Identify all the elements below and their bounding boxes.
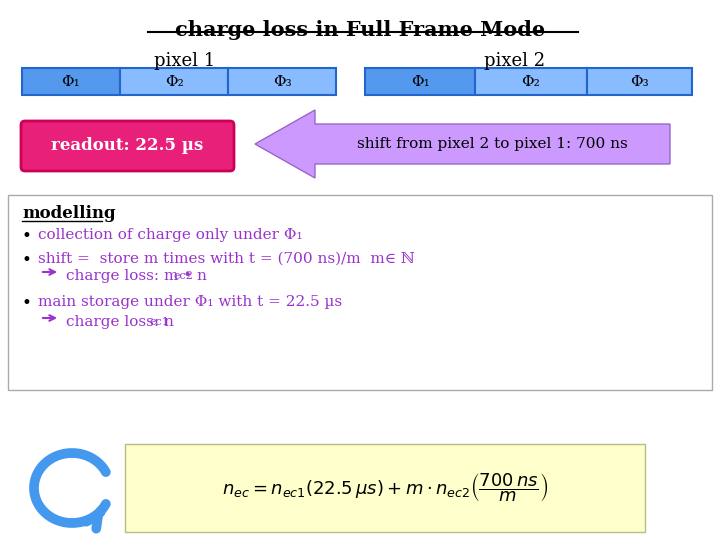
FancyBboxPatch shape: [365, 68, 475, 95]
Text: Φ₁: Φ₁: [410, 75, 429, 89]
Text: Φ₃: Φ₃: [273, 75, 292, 89]
FancyBboxPatch shape: [8, 195, 712, 390]
Text: ec1: ec1: [149, 317, 169, 327]
Text: charge loss: m • n: charge loss: m • n: [66, 269, 207, 283]
Text: modelling: modelling: [22, 205, 116, 222]
Text: •: •: [22, 228, 32, 245]
Text: collection of charge only under Φ₁: collection of charge only under Φ₁: [38, 228, 302, 242]
FancyBboxPatch shape: [120, 68, 228, 95]
FancyBboxPatch shape: [228, 68, 336, 95]
Text: Φ₂: Φ₂: [165, 75, 184, 89]
Text: Φ₃: Φ₃: [630, 75, 649, 89]
Text: readout: 22.5 µs: readout: 22.5 µs: [51, 138, 203, 154]
Text: Φ₁: Φ₁: [62, 75, 81, 89]
Polygon shape: [255, 110, 670, 178]
Text: shift from pixel 2 to pixel 1: 700 ns: shift from pixel 2 to pixel 1: 700 ns: [357, 137, 628, 151]
FancyBboxPatch shape: [125, 444, 645, 532]
Text: pixel 1: pixel 1: [154, 52, 215, 70]
Text: main storage under Φ₁ with t = 22.5 µs: main storage under Φ₁ with t = 22.5 µs: [38, 295, 342, 309]
FancyBboxPatch shape: [587, 68, 692, 95]
FancyBboxPatch shape: [475, 68, 587, 95]
Text: Φ₂: Φ₂: [521, 75, 541, 89]
FancyBboxPatch shape: [21, 121, 234, 171]
Text: •: •: [22, 252, 32, 269]
Text: charge loss in Full Frame Mode: charge loss in Full Frame Mode: [175, 20, 545, 40]
Text: pixel 2: pixel 2: [485, 52, 546, 70]
Text: charge loss: n: charge loss: n: [66, 315, 174, 329]
Text: •: •: [22, 295, 32, 312]
Text: ec2: ec2: [174, 271, 194, 281]
Text: $n_{ec} = n_{ec1}\left(22.5\,\mu s\right) + m \cdot n_{ec2}\left(\dfrac{700\,ns}: $n_{ec} = n_{ec1}\left(22.5\,\mu s\right…: [222, 471, 548, 504]
Text: shift =  store m times with t = (700 ns)/m  m∈ ℕ: shift = store m times with t = (700 ns)/…: [38, 252, 415, 266]
FancyBboxPatch shape: [22, 68, 120, 95]
